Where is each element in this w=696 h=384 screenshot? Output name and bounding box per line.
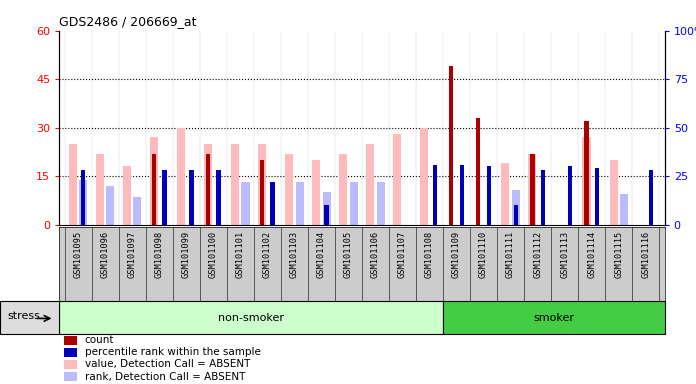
Text: GSM101113: GSM101113 bbox=[560, 230, 569, 278]
Bar bbox=[285, 154, 293, 225]
Text: GSM101101: GSM101101 bbox=[236, 230, 245, 278]
Bar bbox=[501, 163, 509, 225]
Text: GSM101096: GSM101096 bbox=[101, 230, 109, 278]
Bar bbox=[449, 66, 454, 225]
Bar bbox=[152, 154, 156, 225]
Bar bbox=[366, 144, 374, 225]
Text: GSM101115: GSM101115 bbox=[615, 230, 623, 278]
Bar bbox=[512, 190, 520, 225]
Bar bbox=[123, 167, 131, 225]
Text: GSM101099: GSM101099 bbox=[182, 230, 191, 278]
Bar bbox=[514, 205, 518, 225]
Text: GSM101100: GSM101100 bbox=[209, 230, 218, 278]
Bar bbox=[433, 164, 437, 225]
Text: GDS2486 / 206669_at: GDS2486 / 206669_at bbox=[59, 15, 197, 28]
Bar bbox=[620, 194, 628, 225]
Text: GSM101111: GSM101111 bbox=[506, 230, 515, 278]
Text: GSM101109: GSM101109 bbox=[452, 230, 461, 278]
Text: smoker: smoker bbox=[533, 313, 574, 323]
Text: GSM101108: GSM101108 bbox=[425, 230, 434, 278]
Bar bbox=[487, 167, 491, 225]
Bar bbox=[568, 167, 572, 225]
Bar bbox=[79, 180, 87, 225]
Bar bbox=[64, 372, 77, 381]
Text: stress: stress bbox=[7, 311, 40, 321]
Bar bbox=[177, 128, 185, 225]
Bar bbox=[106, 186, 114, 225]
Bar bbox=[585, 121, 589, 225]
Bar bbox=[206, 154, 210, 225]
Bar bbox=[296, 182, 303, 225]
Text: GSM101114: GSM101114 bbox=[587, 230, 596, 278]
Text: GSM101105: GSM101105 bbox=[344, 230, 353, 278]
Bar bbox=[312, 160, 320, 225]
Bar bbox=[322, 192, 331, 225]
Text: GSM101106: GSM101106 bbox=[371, 230, 380, 278]
Bar bbox=[528, 154, 537, 225]
Bar bbox=[64, 348, 77, 357]
Text: GSM101103: GSM101103 bbox=[290, 230, 299, 278]
Bar bbox=[64, 360, 77, 369]
Bar bbox=[231, 144, 239, 225]
Text: GSM101095: GSM101095 bbox=[74, 230, 83, 278]
Bar bbox=[270, 182, 275, 225]
Bar bbox=[595, 169, 599, 225]
Text: value, Detection Call = ABSENT: value, Detection Call = ABSENT bbox=[85, 359, 250, 369]
Bar bbox=[96, 154, 104, 225]
Bar bbox=[339, 154, 347, 225]
Bar bbox=[134, 197, 141, 225]
Text: GSM101112: GSM101112 bbox=[533, 230, 542, 278]
Bar bbox=[260, 160, 264, 225]
Bar bbox=[81, 170, 86, 225]
Bar bbox=[583, 137, 590, 225]
Bar bbox=[242, 182, 249, 225]
Bar bbox=[189, 170, 193, 225]
Bar bbox=[443, 301, 665, 334]
Bar bbox=[349, 182, 358, 225]
Text: GSM101097: GSM101097 bbox=[127, 230, 136, 278]
Text: GSM101102: GSM101102 bbox=[263, 230, 272, 278]
Bar bbox=[476, 118, 480, 225]
Bar bbox=[420, 128, 428, 225]
Bar bbox=[393, 134, 402, 225]
Bar bbox=[459, 164, 464, 225]
Text: rank, Detection Call = ABSENT: rank, Detection Call = ABSENT bbox=[85, 372, 245, 382]
Text: GSM101110: GSM101110 bbox=[479, 230, 488, 278]
Text: GSM101104: GSM101104 bbox=[317, 230, 326, 278]
Text: percentile rank within the sample: percentile rank within the sample bbox=[85, 347, 260, 358]
Bar bbox=[258, 144, 266, 225]
Bar bbox=[150, 137, 158, 225]
Bar bbox=[324, 205, 329, 225]
Bar bbox=[59, 301, 443, 334]
Bar bbox=[377, 182, 385, 225]
Bar bbox=[610, 160, 617, 225]
Text: non-smoker: non-smoker bbox=[218, 313, 284, 323]
Bar bbox=[162, 170, 166, 225]
Bar bbox=[204, 144, 212, 225]
Bar bbox=[216, 170, 221, 225]
Bar bbox=[69, 144, 77, 225]
Bar bbox=[541, 170, 545, 225]
Text: GSM101107: GSM101107 bbox=[398, 230, 407, 278]
Bar bbox=[64, 336, 77, 345]
Text: GSM101116: GSM101116 bbox=[641, 230, 650, 278]
Bar bbox=[530, 154, 535, 225]
Text: count: count bbox=[85, 335, 114, 345]
Text: GSM101098: GSM101098 bbox=[155, 230, 164, 278]
Bar bbox=[649, 170, 653, 225]
